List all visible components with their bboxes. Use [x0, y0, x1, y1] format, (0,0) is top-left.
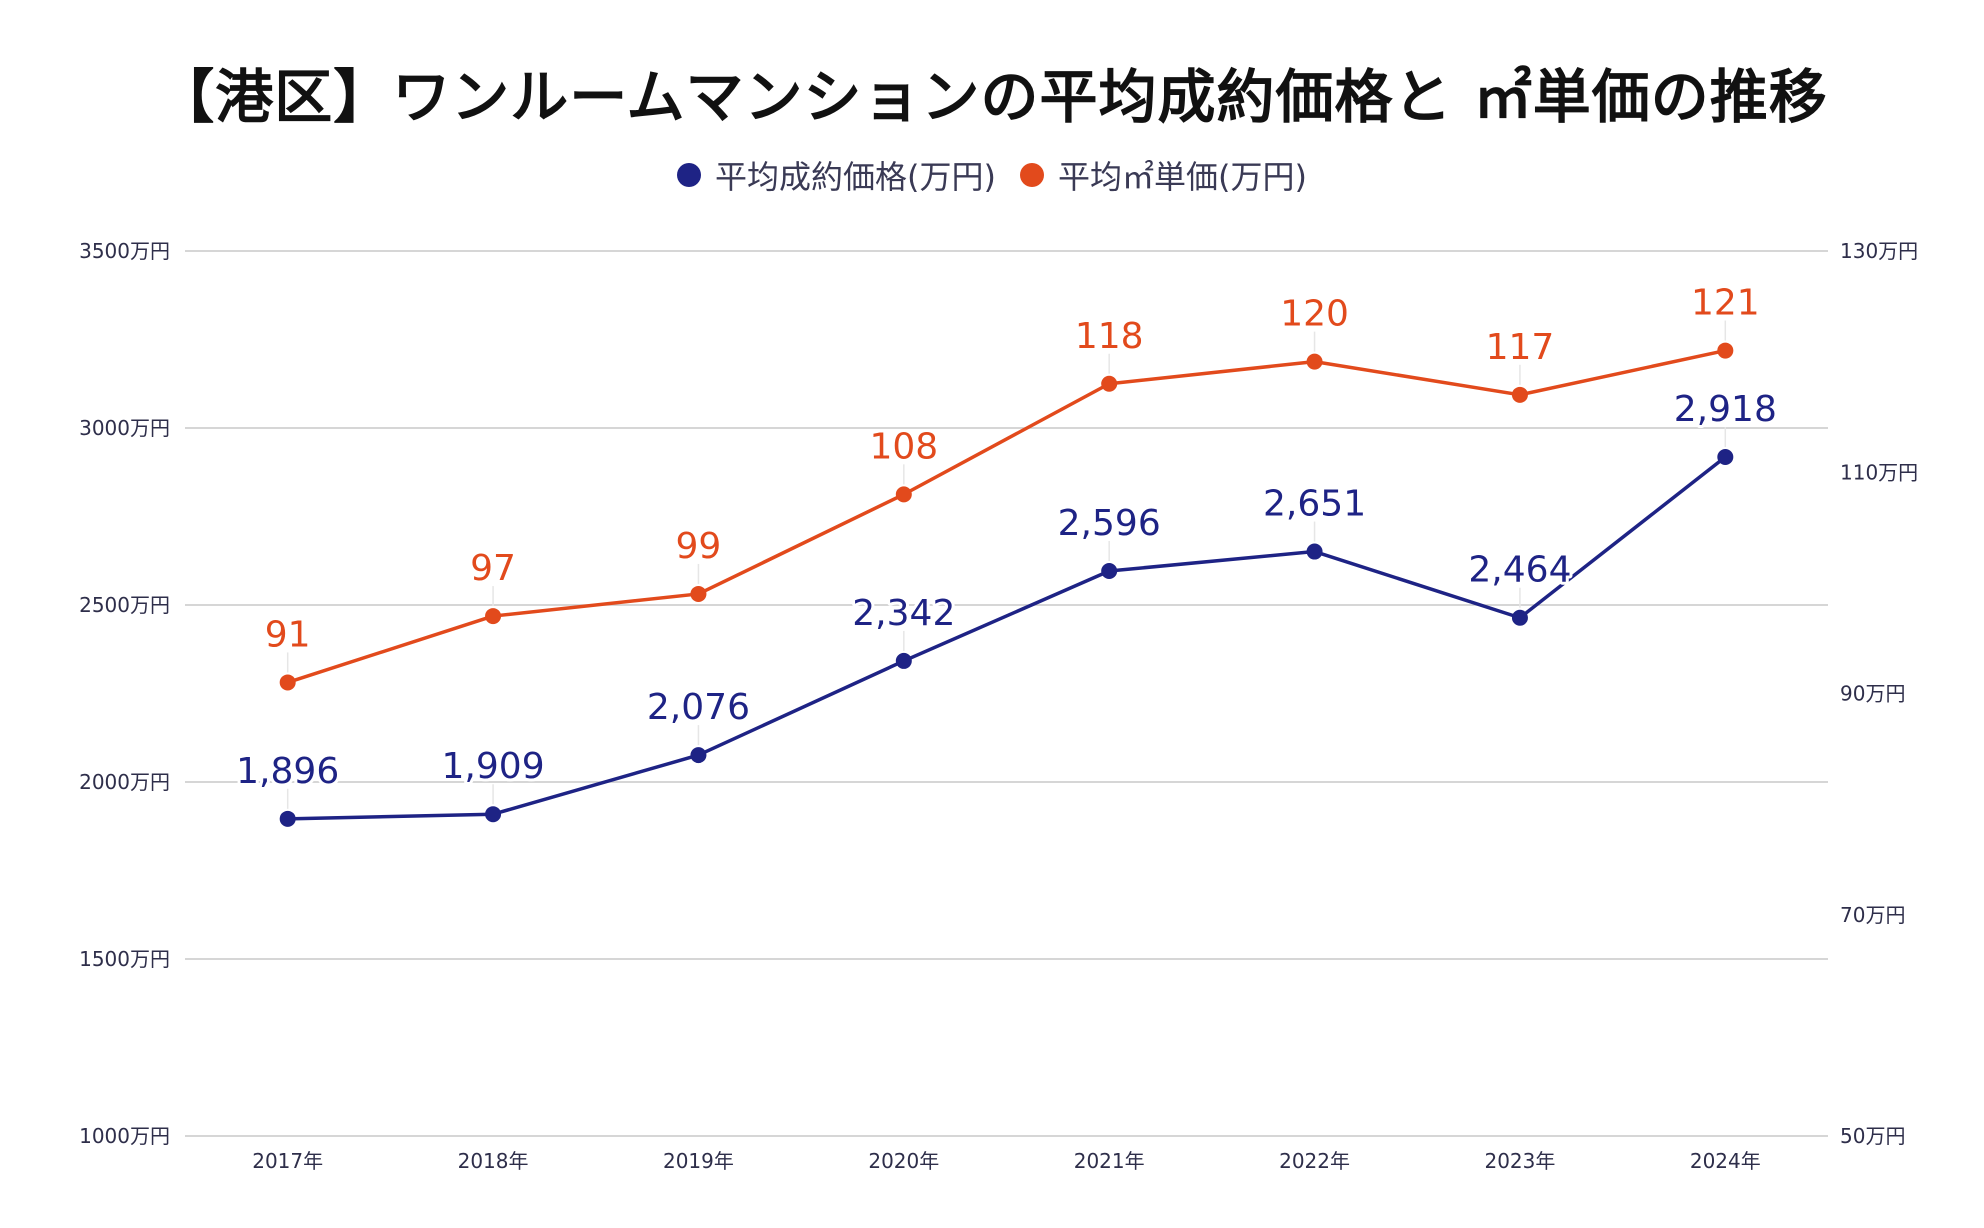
- data-label-unit-price: 117: [1486, 327, 1555, 368]
- right-axis-tick-label: 50万円: [1840, 1124, 1905, 1148]
- data-point-unit-price: [485, 608, 502, 625]
- data-label-price: 2,464: [1468, 550, 1571, 591]
- data-label-unit-price: 108: [869, 426, 938, 467]
- x-axis-tick-label: 2017年: [252, 1149, 323, 1173]
- legend-marker-unit-price: [1020, 163, 1044, 187]
- data-point-price: [1511, 609, 1528, 626]
- left-axis-tick-label: 2500万円: [79, 593, 170, 617]
- data-point-unit-price: [895, 486, 912, 503]
- left-axis-tick-label: 3500万円: [79, 239, 170, 263]
- data-label-unit-price: 91: [265, 614, 311, 655]
- legend-marker-price: [677, 163, 702, 187]
- right-axis-tick-label: 70万円: [1840, 903, 1905, 927]
- data-point-unit-price: [1717, 342, 1734, 359]
- data-label-price: 2,918: [1674, 389, 1777, 430]
- right-axis-tick-label: 90万円: [1840, 682, 1905, 706]
- x-axis-tick-label: 2023年: [1484, 1149, 1555, 1173]
- data-label-unit-price: 97: [470, 548, 516, 589]
- data-point-unit-price: [1511, 386, 1528, 403]
- legend-label-unit-price: 平均㎡単価(万円): [1058, 158, 1307, 196]
- x-axis-tick-label: 2020年: [868, 1149, 939, 1173]
- data-point-price: [895, 652, 912, 669]
- x-axis-tick-label: 2018年: [458, 1149, 529, 1173]
- left-axis-tick-label: 1000万円: [79, 1124, 170, 1148]
- data-label-price: 2,076: [647, 687, 750, 728]
- data-point-price: [1306, 543, 1323, 560]
- data-point-price: [485, 806, 502, 823]
- x-axis-tick-label: 2021年: [1074, 1149, 1145, 1173]
- data-point-price: [690, 747, 707, 764]
- data-label-unit-price: 99: [676, 526, 722, 567]
- data-label-unit-price: 121: [1691, 283, 1760, 324]
- x-axis-tick-label: 2024年: [1690, 1149, 1761, 1173]
- data-label-unit-price: 118: [1075, 316, 1144, 357]
- left-axis-tick-label: 2000万円: [79, 770, 170, 794]
- x-axis-tick-label: 2022年: [1279, 1149, 1350, 1173]
- data-point-unit-price: [1306, 353, 1323, 370]
- legend: 平均成約価格(万円) 平均㎡単価(万円): [0, 152, 1984, 198]
- data-label-price: 2,651: [1263, 484, 1366, 525]
- chart-title: 【港区】ワンルームマンションの平均成約価格と ㎡単価の推移: [156, 63, 1828, 131]
- legend-label-price: 平均成約価格(万円): [715, 158, 996, 196]
- data-point-price: [1101, 563, 1118, 580]
- data-label-price: 2,596: [1058, 503, 1161, 544]
- data-point-unit-price: [1101, 375, 1118, 392]
- data-label-price: 1,896: [236, 751, 339, 792]
- legend-item-unit-price[interactable]: 平均㎡単価(万円): [1020, 152, 1307, 198]
- data-point-price: [1717, 449, 1734, 466]
- legend-item-price[interactable]: 平均成約価格(万円): [677, 152, 996, 198]
- data-point-unit-price: [690, 585, 707, 602]
- series-line-price: [287, 455, 1727, 821]
- data-label-unit-price: 120: [1280, 294, 1349, 335]
- series-line-unit-price: [287, 348, 1726, 685]
- right-axis-tick-label: 110万円: [1840, 460, 1918, 484]
- data-label-price: 2,342: [852, 593, 955, 634]
- data-point-unit-price: [279, 674, 296, 691]
- left-axis-tick-label: 3000万円: [79, 416, 170, 440]
- left-axis-tick-label: 1500万円: [79, 947, 170, 971]
- data-point-price: [279, 810, 296, 827]
- x-axis-tick-label: 2019年: [663, 1149, 734, 1173]
- data-label-price: 1,909: [442, 746, 545, 787]
- right-axis-tick-label: 130万円: [1840, 239, 1918, 263]
